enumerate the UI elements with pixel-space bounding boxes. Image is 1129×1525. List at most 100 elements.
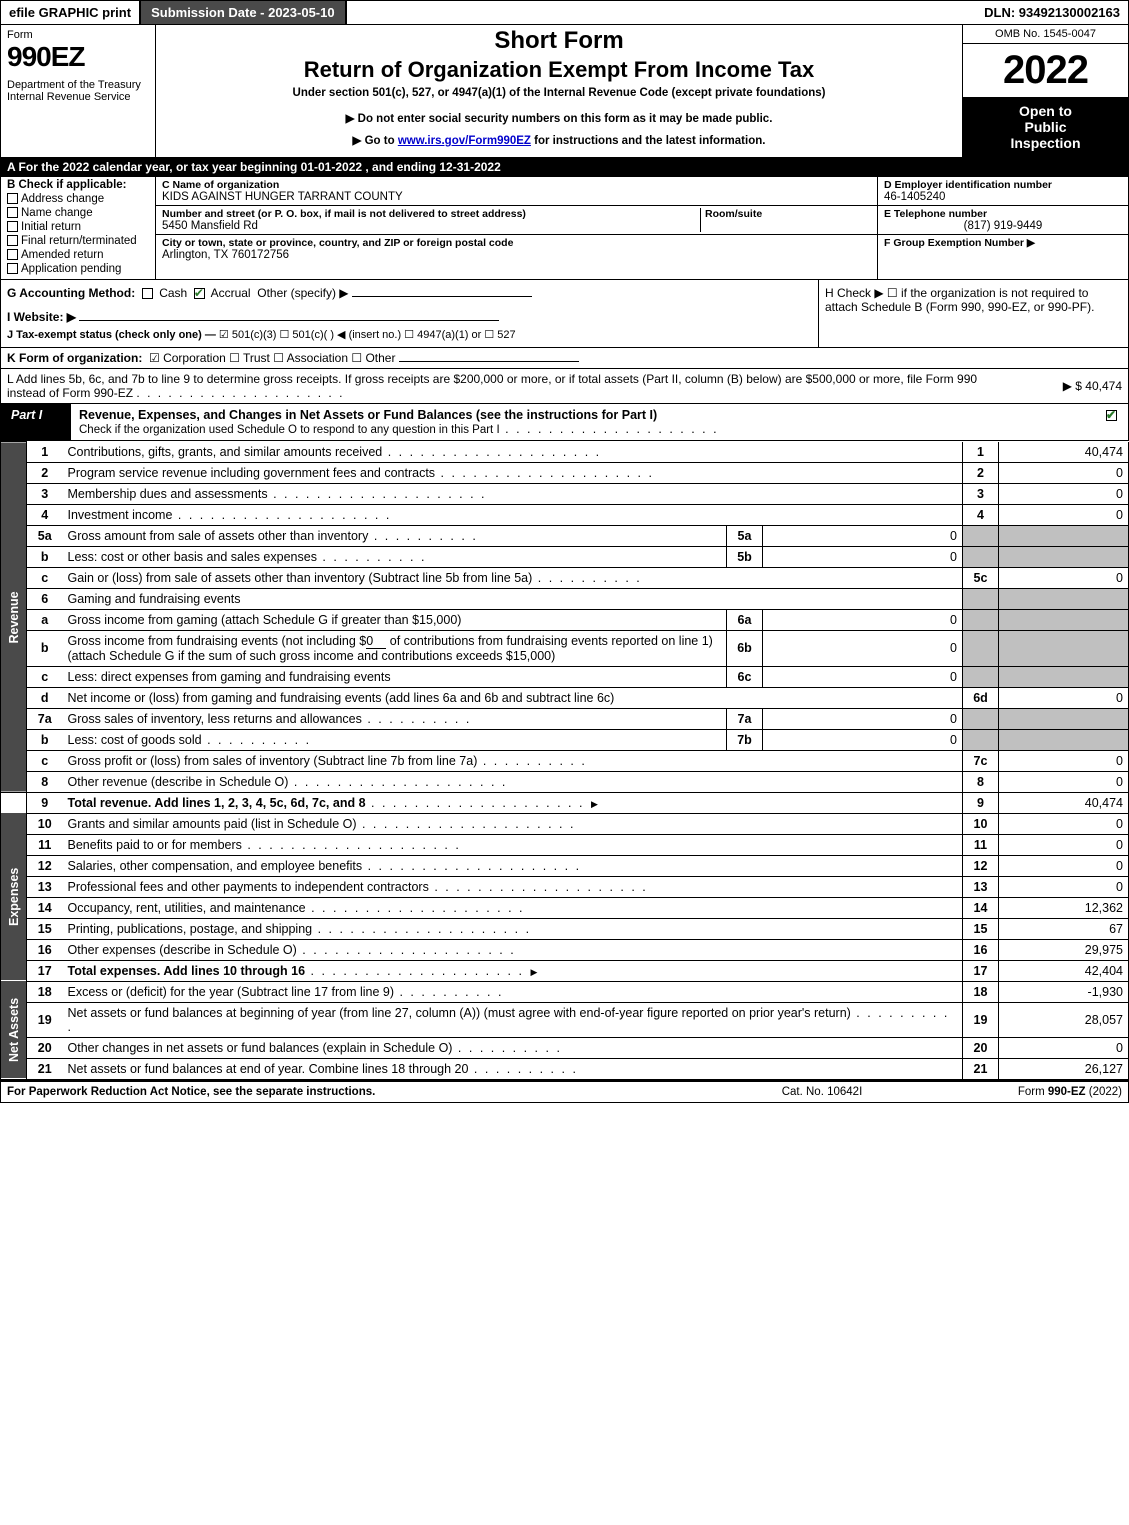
note2-post: for instructions and the latest informat… [531, 135, 766, 147]
row-9: 9Total revenue. Add lines 1, 2, 3, 4, 5c… [1, 792, 1129, 813]
tax-year: 2022 [963, 44, 1128, 97]
submission-date: Submission Date - 2023-05-10 [141, 1, 347, 24]
phone-cell: E Telephone number (817) 919-9449 [878, 206, 1128, 235]
header-mid: Short Form Return of Organization Exempt… [156, 25, 963, 157]
row-5b: bLess: cost or other basis and sales exp… [1, 546, 1129, 567]
open-line-1: Open to [967, 103, 1124, 119]
col-b: B Check if applicable: Address change Na… [1, 177, 156, 279]
ein-cell: D Employer identification number 46-1405… [878, 177, 1128, 206]
chk-initial-return[interactable]: Initial return [7, 221, 149, 233]
website-input[interactable] [79, 320, 499, 321]
row-16: 16Other expenses (describe in Schedule O… [1, 939, 1129, 960]
row-7c: cGross profit or (loss) from sales of in… [1, 750, 1129, 771]
chk-accrual[interactable] [194, 288, 205, 299]
note2-pre: ▶ Go to [353, 135, 398, 147]
row-21: 21Net assets or fund balances at end of … [1, 1058, 1129, 1079]
omb-number: OMB No. 1545-0047 [963, 25, 1128, 44]
g-i-block: G Accounting Method: Cash Accrual Other … [1, 280, 818, 347]
ein-label: D Employer identification number [884, 179, 1122, 191]
top-bar: efile GRAPHIC print Submission Date - 20… [0, 0, 1129, 25]
street-cell: Number and street (or P. O. box, if mail… [156, 206, 877, 235]
group-exemption-cell: F Group Exemption Number ▶ [878, 235, 1128, 279]
line-l: L Add lines 5b, 6c, and 7b to line 9 to … [0, 369, 1129, 404]
phone-label: E Telephone number [884, 208, 1122, 220]
footer-right: Form 990-EZ (2022) [922, 1086, 1122, 1098]
open-line-3: Inspection [967, 135, 1124, 151]
group-exemption-label: F Group Exemption Number ▶ [884, 237, 1035, 249]
instructions-link-line: ▶ Go to www.irs.gov/Form990EZ for instru… [162, 133, 956, 147]
col-def: D Employer identification number 46-1405… [878, 177, 1128, 279]
chk-cash[interactable] [142, 288, 153, 299]
city-label: City or town, state or province, country… [162, 237, 871, 249]
row-15: 15Printing, publications, postage, and s… [1, 918, 1129, 939]
ssn-warning: ▶ Do not enter social security numbers o… [162, 111, 956, 125]
form-title: Return of Organization Exempt From Incom… [162, 57, 956, 83]
l-amount: ▶ $ 40,474 [1008, 376, 1128, 396]
g-label: G Accounting Method: [7, 286, 135, 300]
city-cell: City or town, state or province, country… [156, 235, 877, 263]
department-label: Department of the Treasury Internal Reve… [7, 79, 149, 103]
row-5c: cGain or (loss) from sale of assets othe… [1, 567, 1129, 588]
org-name: KIDS AGAINST HUNGER TARRANT COUNTY [162, 191, 871, 203]
row-2: 2Program service revenue including gover… [1, 462, 1129, 483]
short-form-label: Short Form [162, 27, 956, 55]
netassets-side-label: Net Assets [1, 981, 27, 1079]
row-5a: 5aGross amount from sale of assets other… [1, 525, 1129, 546]
line-i: I Website: ▶ [7, 310, 812, 324]
ein-value: 46-1405240 [884, 191, 1122, 203]
header-right: OMB No. 1545-0047 2022 Open to Public In… [963, 25, 1128, 157]
city-value: Arlington, TX 760172756 [162, 249, 871, 261]
row-6b: bGross income from fundraising events (n… [1, 630, 1129, 666]
street-label: Number and street (or P. O. box, if mail… [162, 208, 696, 220]
chk-name-change[interactable]: Name change [7, 207, 149, 219]
row-7b: bLess: cost of goods sold7b0 [1, 729, 1129, 750]
form-header: Form 990EZ Department of the Treasury In… [0, 25, 1129, 158]
row-8: 8Other revenue (describe in Schedule O)8… [1, 771, 1129, 792]
block-bcdef: B Check if applicable: Address change Na… [0, 177, 1129, 280]
j-options: ☑ 501(c)(3) ☐ 501(c)( ) ◀ (insert no.) ☐… [219, 329, 516, 341]
row-3: 3Membership dues and assessments30 [1, 483, 1129, 504]
col-c: C Name of organization KIDS AGAINST HUNG… [156, 177, 878, 279]
header-left: Form 990EZ Department of the Treasury In… [1, 25, 156, 157]
chk-amended-return[interactable]: Amended return [7, 249, 149, 261]
part-i-title: Revenue, Expenses, and Changes in Net As… [71, 404, 1098, 440]
k-other-input[interactable] [399, 361, 579, 362]
part-i-bar: Part I Revenue, Expenses, and Changes in… [0, 404, 1129, 441]
line-a: A For the 2022 calendar year, or tax yea… [0, 158, 1129, 177]
line-g: G Accounting Method: Cash Accrual Other … [7, 286, 812, 300]
row-6c: cLess: direct expenses from gaming and f… [1, 666, 1129, 687]
footer-mid: Cat. No. 10642I [722, 1086, 922, 1098]
dln-label: DLN: 93492130002163 [976, 1, 1128, 24]
row-20: 20Other changes in net assets or fund ba… [1, 1037, 1129, 1058]
chk-final-return[interactable]: Final return/terminated [7, 235, 149, 247]
footer-left: For Paperwork Reduction Act Notice, see … [7, 1086, 722, 1098]
row-4: 4Investment income40 [1, 504, 1129, 525]
row-18: Net Assets 18Excess or (deficit) for the… [1, 981, 1129, 1002]
other-method-input[interactable] [352, 296, 532, 297]
line-j: J Tax-exempt status (check only one) — ☑… [7, 328, 812, 341]
irs-link[interactable]: www.irs.gov/Form990EZ [398, 135, 531, 147]
ledger-table: Revenue 1 Contributions, gifts, grants, … [0, 441, 1129, 1080]
row-10: Expenses 10Grants and similar amounts pa… [1, 813, 1129, 834]
val-1: 40,474 [999, 442, 1129, 463]
efile-label[interactable]: efile GRAPHIC print [1, 1, 141, 24]
chk-address-change[interactable]: Address change [7, 193, 149, 205]
chk-application-pending[interactable]: Application pending [7, 263, 149, 275]
row-6a: aGross income from gaming (attach Schedu… [1, 609, 1129, 630]
open-line-2: Public [967, 119, 1124, 135]
row-6: 6Gaming and fundraising events [1, 588, 1129, 609]
line-k: K Form of organization: ☑ Corporation ☐ … [0, 348, 1129, 369]
row-6d: dNet income or (loss) from gaming and fu… [1, 687, 1129, 708]
org-name-label: C Name of organization [162, 179, 871, 191]
i-label: I Website: ▶ [7, 310, 76, 324]
row-11: 11Benefits paid to or for members110 [1, 834, 1129, 855]
form-subtitle: Under section 501(c), 527, or 4947(a)(1)… [162, 87, 956, 99]
part-i-label: Part I [1, 404, 71, 440]
k-options: ☑ Corporation ☐ Trust ☐ Association ☐ Ot… [149, 351, 395, 365]
block-gh: G Accounting Method: Cash Accrual Other … [0, 280, 1129, 348]
room-label: Room/suite [705, 208, 871, 220]
row-7a: 7aGross sales of inventory, less returns… [1, 708, 1129, 729]
phone-value: (817) 919-9449 [884, 220, 1122, 232]
part-i-checkbox[interactable] [1098, 404, 1128, 440]
row-17: 17Total expenses. Add lines 10 through 1… [1, 960, 1129, 981]
